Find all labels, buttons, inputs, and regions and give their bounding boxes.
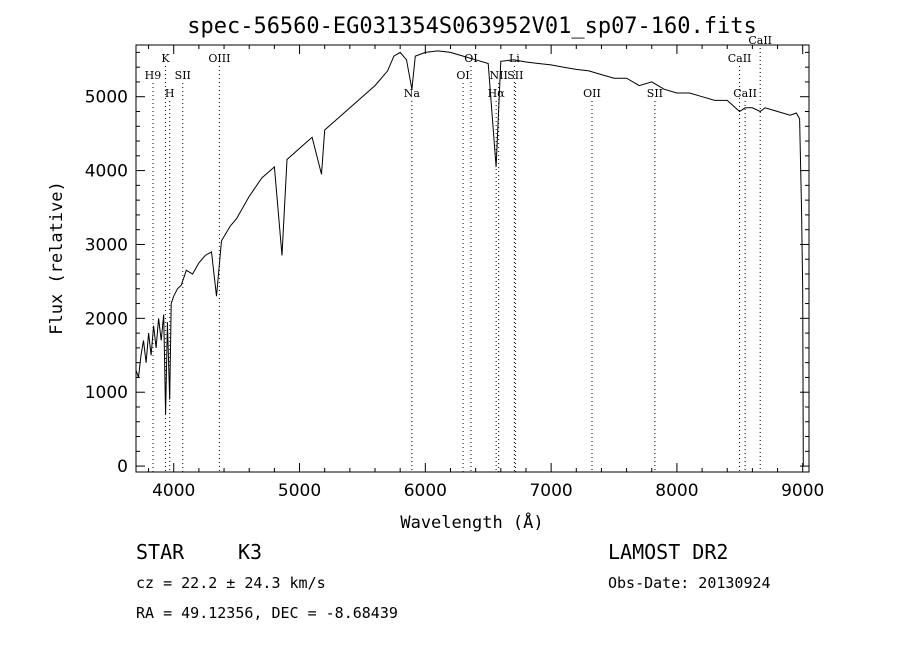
spectral-line-label: SII [507, 69, 523, 82]
x-axis-ticks: 4000 5000 6000 7000 8000 9000 [148, 45, 824, 501]
x-tick-label: 4000 [152, 481, 195, 501]
y-tick-label: 0 [117, 457, 128, 477]
spectral-line-label: SII [647, 87, 663, 100]
spectral-line-label: CaII [728, 52, 752, 65]
spectrum-series-line [135, 50, 804, 467]
y-axis-ticks: 0 1000 2000 3000 4000 5000 [85, 51, 809, 477]
spectral-line-label: Li [509, 52, 520, 65]
x-tick-label: 7000 [529, 481, 572, 501]
x-tick-label: 8000 [655, 481, 698, 501]
x-tick-label: 5000 [278, 481, 321, 501]
redshift-cz: cz = 22.2 ± 24.3 km/s [136, 574, 326, 592]
spectral-line-label: OI [456, 69, 469, 82]
y-tick-label: 1000 [85, 383, 128, 403]
plot-frame [135, 44, 810, 473]
x-tick-label: 6000 [404, 481, 447, 501]
object-class: STAR [136, 540, 185, 564]
ra-dec-coordinates: RA = 49.12356, DEC = -8.68439 [136, 604, 398, 622]
spectral-line-label: CaII [748, 34, 772, 47]
spectrum-info: STAR K3 LAMOST DR2 cz = 22.2 ± 24.3 km/s… [136, 540, 771, 622]
y-tick-label: 2000 [85, 309, 128, 329]
y-tick-label: 4000 [85, 162, 128, 182]
spectral-line-label: OI [464, 52, 477, 65]
spectral-line-label: H [165, 87, 175, 100]
spectral-line-label: OIII [208, 52, 230, 65]
x-axis-label: Wavelength (Å) [400, 511, 543, 533]
spectral-line-label: H9 [145, 69, 162, 82]
y-tick-label: 3000 [85, 235, 128, 255]
y-tick-label: 5000 [85, 88, 128, 108]
y-axis-label: Flux (relative) [47, 181, 67, 335]
chart-title: spec-56560-EG031354S063952V01_sp07-160.f… [187, 14, 757, 39]
observation-date: Obs-Date: 20130924 [608, 574, 771, 592]
object-subclass: K3 [238, 540, 262, 564]
spectral-line-label: OII [583, 87, 601, 100]
spectral-line-label: SII [175, 69, 191, 82]
spectral-line-markers [152, 48, 761, 472]
spectral-line-label: CaII [733, 87, 757, 100]
spectral-line-label: NII [490, 69, 508, 82]
survey-name: LAMOST DR2 [608, 540, 728, 564]
spectral-line-label: Hα [488, 87, 506, 100]
spectral-line-label: K [161, 52, 170, 65]
x-tick-label: 9000 [781, 481, 824, 501]
spectral-line-label: Na [404, 87, 421, 100]
